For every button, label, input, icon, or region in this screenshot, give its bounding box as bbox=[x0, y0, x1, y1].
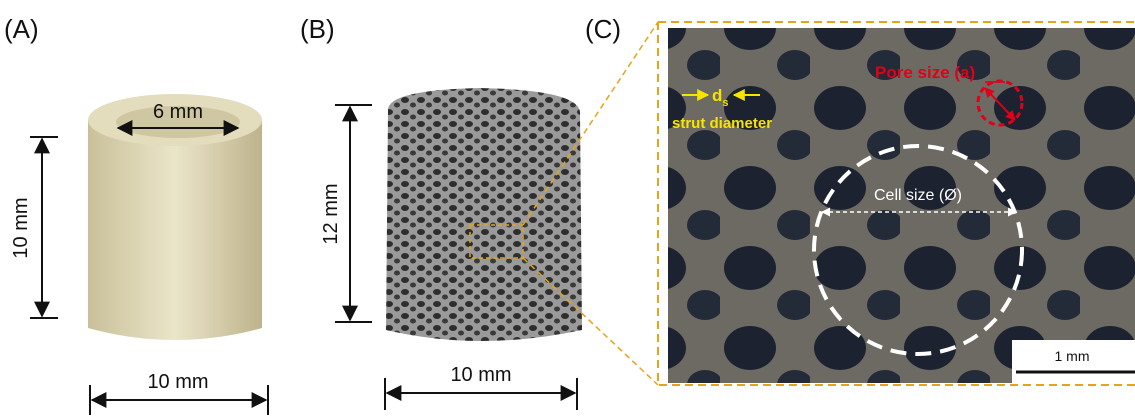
panel-label: (C) bbox=[585, 14, 621, 44]
dim-label: 10 mm bbox=[147, 371, 208, 393]
strut-label: strut diameter bbox=[672, 115, 772, 132]
dim-label: 6 mm bbox=[153, 101, 203, 123]
ceramic-cylinder bbox=[88, 120, 262, 340]
cell-label: Cell size (Ø) bbox=[874, 187, 962, 204]
dim-label: 10 mm bbox=[10, 197, 32, 258]
scale-label: 1 mm bbox=[1055, 348, 1090, 364]
dim-label: 10 mm bbox=[450, 364, 511, 386]
panel-label: (B) bbox=[300, 14, 335, 44]
panel-label: (A) bbox=[4, 14, 39, 44]
pore-label: Pore size (a) bbox=[875, 63, 975, 82]
figure: (A) 6 mm 10 mm 10 mm (B) 12 mm 10 mm (C)… bbox=[0, 0, 1135, 419]
page: (A) 6 mm 10 mm 10 mm (B) 12 mm 10 mm (C)… bbox=[0, 0, 1135, 419]
dim-label: 12 mm bbox=[320, 183, 342, 244]
foam-cylinder bbox=[386, 88, 582, 341]
